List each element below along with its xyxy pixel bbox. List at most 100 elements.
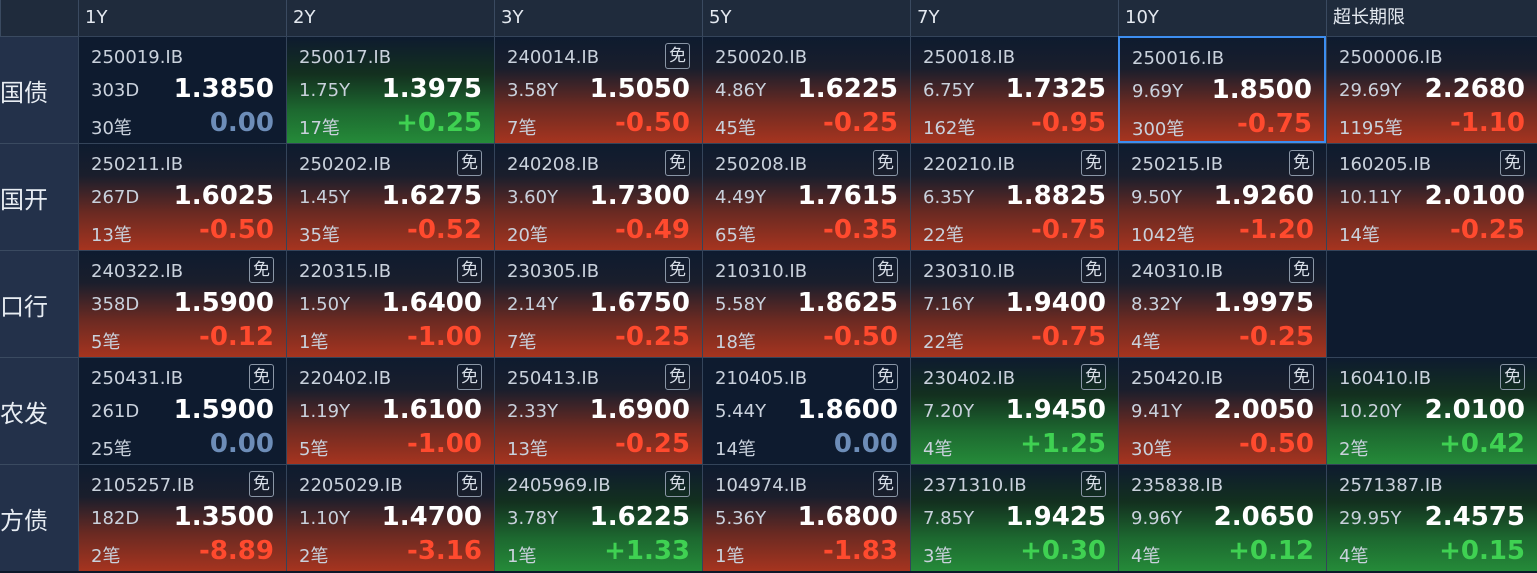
yield: 1.5900	[173, 395, 274, 425]
bond-cell[interactable]: 220402.IB 免 1.19Y 1.6100 5笔 -1.00	[286, 357, 494, 464]
remaining-term: 5.36Y	[715, 508, 767, 529]
trade-count: 5笔	[91, 332, 121, 353]
trade-count: 30笔	[1131, 439, 1172, 460]
yield: 1.9450	[1005, 395, 1106, 425]
yield-change: -1.20	[1239, 215, 1314, 245]
yield: 1.3850	[173, 74, 274, 104]
bond-cell[interactable]: 250211.IB 267D 1.6025 13笔 -0.50	[78, 143, 286, 250]
bond-cell[interactable]: 240208.IB 免 3.60Y 1.7300 20笔 -0.49	[494, 143, 702, 250]
column-header: 超长期限	[1326, 0, 1537, 36]
trade-count: 17笔	[299, 118, 340, 139]
yield: 1.9260	[1213, 181, 1314, 211]
bond-cell[interactable]: 240322.IB 免 358D 1.5900 5笔 -0.12	[78, 250, 286, 357]
bond-cell[interactable]: 104974.IB 免 5.36Y 1.6800 1笔 -1.83	[702, 464, 910, 571]
yield: 1.6800	[797, 502, 898, 532]
bond-code: 104974.IB	[715, 475, 808, 496]
trade-count: 13笔	[507, 439, 548, 460]
remaining-term: 182D	[91, 508, 140, 529]
bond-cell[interactable]: 160410.IB 免 10.20Y 2.0100 2笔 +0.42	[1326, 357, 1537, 464]
yield-change: -0.25	[1239, 322, 1314, 352]
yield-change: -3.16	[407, 536, 482, 566]
bond-cell[interactable]: 250208.IB 免 4.49Y 1.7615 65笔 -0.35	[702, 143, 910, 250]
bond-code: 250017.IB	[299, 47, 392, 68]
bond-cell[interactable]: 2500006.IB 29.69Y 2.2680 1195笔 -1.10	[1326, 36, 1537, 143]
tax-free-badge: 免	[665, 364, 690, 390]
bond-cell[interactable]: 250020.IB 4.86Y 1.6225 45笔 -0.25	[702, 36, 910, 143]
yield: 1.7325	[1005, 74, 1106, 104]
bond-cell[interactable]: 250215.IB 免 9.50Y 1.9260 1042笔 -1.20	[1118, 143, 1326, 250]
bond-cell[interactable]: 2371310.IB 免 7.85Y 1.9425 3笔 +0.30	[910, 464, 1118, 571]
row-label: 方债	[0, 464, 78, 571]
trade-count: 14笔	[715, 439, 756, 460]
bond-cell[interactable]: 250420.IB 免 9.41Y 2.0050 30笔 -0.50	[1118, 357, 1326, 464]
bond-cell[interactable]: 250019.IB 303D 1.3850 30笔 0.00	[78, 36, 286, 143]
trade-count: 4笔	[923, 439, 953, 460]
trade-count: 25笔	[91, 439, 132, 460]
tax-free-badge: 免	[665, 471, 690, 497]
yield: 1.6900	[589, 395, 690, 425]
bond-cell[interactable]: 2571387.IB 29.95Y 2.4575 4笔 +0.15	[1326, 464, 1537, 571]
remaining-term: 358D	[91, 294, 140, 315]
bond-cell[interactable]: 240014.IB 免 3.58Y 1.5050 7笔 -0.50	[494, 36, 702, 143]
yield-change: +0.15	[1439, 536, 1525, 566]
remaining-term: 2.14Y	[507, 294, 559, 315]
bond-cell[interactable]: 240310.IB 免 8.32Y 1.9975 4笔 -0.25	[1118, 250, 1326, 357]
bond-cell[interactable]: 2205029.IB 免 1.10Y 1.4700 2笔 -3.16	[286, 464, 494, 571]
yield: 1.6225	[797, 74, 898, 104]
bond-cell[interactable]: 2405969.IB 免 3.78Y 1.6225 1笔 +1.33	[494, 464, 702, 571]
bond-cell[interactable]: 230402.IB 免 7.20Y 1.9450 4笔 +1.25	[910, 357, 1118, 464]
bond-cell[interactable]: 250016.IB 9.69Y 1.8500 300笔 -0.75	[1118, 36, 1326, 143]
column-header: 1Y	[78, 0, 286, 36]
bond-cell[interactable]: 160205.IB 免 10.11Y 2.0100 14笔 -0.25	[1326, 143, 1537, 250]
remaining-term: 9.69Y	[1132, 81, 1184, 102]
remaining-term: 6.35Y	[923, 187, 975, 208]
yield: 1.9425	[1005, 502, 1106, 532]
trade-count: 22笔	[923, 225, 964, 246]
trade-count: 65笔	[715, 225, 756, 246]
yield-change: -1.83	[823, 536, 898, 566]
bond-cell[interactable]: 220210.IB 免 6.35Y 1.8825 22笔 -0.75	[910, 143, 1118, 250]
tax-free-badge: 免	[665, 43, 690, 69]
trade-count: 5笔	[299, 439, 329, 460]
bond-cell[interactable]: 210405.IB 免 5.44Y 1.8600 14笔 0.00	[702, 357, 910, 464]
bond-cell[interactable]: 2105257.IB 免 182D 1.3500 2笔 -8.89	[78, 464, 286, 571]
bond-cell[interactable]: 250018.IB 6.75Y 1.7325 162笔 -0.95	[910, 36, 1118, 143]
tax-free-badge: 免	[665, 150, 690, 176]
yield-change: 0.00	[209, 429, 274, 459]
bond-cell[interactable]: 250017.IB 1.75Y 1.3975 17笔 +0.25	[286, 36, 494, 143]
trade-count: 20笔	[507, 225, 548, 246]
bond-cell[interactable]: 250202.IB 免 1.45Y 1.6275 35笔 -0.52	[286, 143, 494, 250]
bond-cell[interactable]: 250413.IB 免 2.33Y 1.6900 13笔 -0.25	[494, 357, 702, 464]
yield-change: 0.00	[209, 108, 274, 138]
bond-cell[interactable]: 230310.IB 免 7.16Y 1.9400 22笔 -0.75	[910, 250, 1118, 357]
trade-count: 22笔	[923, 332, 964, 353]
bond-cell[interactable]: 250431.IB 免 261D 1.5900 25笔 0.00	[78, 357, 286, 464]
bond-code: 250431.IB	[91, 368, 184, 389]
trade-count: 4笔	[1131, 546, 1161, 567]
yield-change: -0.95	[1031, 108, 1106, 138]
trade-count: 14笔	[1339, 225, 1380, 246]
yield-change: -0.25	[1450, 215, 1525, 245]
tax-free-badge: 免	[1081, 150, 1106, 176]
bond-code: 240208.IB	[507, 154, 600, 175]
yield: 1.8500	[1211, 75, 1312, 105]
yield: 1.5900	[173, 288, 274, 318]
bond-cell[interactable]: 235838.IB 9.96Y 2.0650 4笔 +0.12	[1118, 464, 1326, 571]
yield-change: +0.42	[1439, 429, 1525, 459]
bond-code: 2205029.IB	[299, 475, 403, 496]
yield: 2.0100	[1424, 395, 1525, 425]
remaining-term: 29.69Y	[1339, 80, 1402, 101]
remaining-term: 1.10Y	[299, 508, 351, 529]
bond-cell[interactable]: 220315.IB 免 1.50Y 1.6400 1笔 -1.00	[286, 250, 494, 357]
bond-cell[interactable]: 230305.IB 免 2.14Y 1.6750 7笔 -0.25	[494, 250, 702, 357]
tax-free-badge: 免	[249, 257, 274, 283]
trade-count: 2笔	[299, 546, 329, 567]
trade-count: 4笔	[1339, 546, 1369, 567]
remaining-term: 1.75Y	[299, 80, 351, 101]
tax-free-badge: 免	[1500, 150, 1525, 176]
bond-cell[interactable]: 210310.IB 免 5.58Y 1.8625 18笔 -0.50	[702, 250, 910, 357]
trade-count: 1笔	[715, 546, 745, 567]
yield-change: 0.00	[833, 429, 898, 459]
remaining-term: 7.20Y	[923, 401, 975, 422]
bond-code: 250019.IB	[91, 47, 184, 68]
